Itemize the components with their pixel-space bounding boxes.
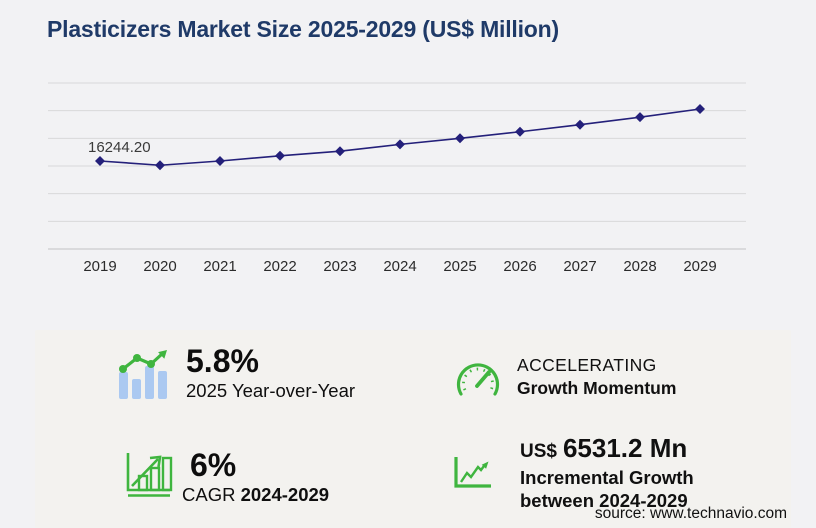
- line-chart-arrow-icon: [454, 457, 491, 488]
- data-point-marker: [695, 103, 705, 114]
- cagr-range: 2024-2029: [240, 484, 330, 505]
- data-point-marker: [635, 112, 645, 123]
- bar-chart-growth-icon: [126, 453, 173, 497]
- incremental-value: 6531.2 Mn: [562, 433, 688, 463]
- data-point-marker: [335, 146, 345, 157]
- x-axis-label: 2024: [383, 258, 416, 275]
- yoy-caption: 2025 Year-over-Year: [186, 380, 356, 401]
- cagr-value: 6%: [190, 447, 237, 483]
- cagr-stat: 6% CAGR 2024-2029: [182, 446, 329, 506]
- momentum-line2: Growth Momentum: [517, 378, 677, 398]
- cagr-caption: CAGR 2024-2029: [182, 484, 329, 506]
- x-axis-label: 2020: [143, 258, 176, 275]
- data-point-marker: [275, 150, 285, 161]
- x-axis-label: 2021: [203, 258, 236, 275]
- incremental-currency: US$: [520, 441, 557, 462]
- source-credit: source: www.technavio.com: [594, 505, 787, 522]
- x-axis-label: 2026: [503, 258, 536, 275]
- x-axis-label: 2025: [443, 258, 476, 275]
- yoy-stat: 5.8% 2025 Year-over-Year: [186, 342, 355, 402]
- page-title: Plasticizers Market Size 2025-2029 (US$ …: [47, 16, 559, 42]
- market-size-line-chart: 2019 2020 2021 2022 2023 2024 2025 2026 2027 2028…: [48, 82, 746, 275]
- incremental-stat: US$ 6531.2 Mn Incremental Growth between…: [520, 433, 694, 512]
- data-point-marker: [95, 155, 105, 166]
- data-point-marker: [455, 133, 465, 144]
- incremental-caption-line2: between 2024-2029: [520, 489, 688, 511]
- x-axis-label: 2027: [563, 258, 596, 275]
- key-stats-panel: 5.8% 2025 Year-over-Year ACCELERATING Gr…: [35, 330, 791, 528]
- data-point-marker: [155, 160, 165, 171]
- yoy-value: 5.8%: [186, 343, 259, 379]
- incremental-caption-line1: Incremental Growth: [520, 467, 694, 488]
- x-axis-label: 2028: [623, 258, 656, 275]
- data-point-marker: [575, 119, 585, 130]
- speedometer-icon: [456, 363, 500, 396]
- market-size-series-line: [99, 108, 701, 167]
- momentum-line1: ACCELERATING: [517, 355, 657, 375]
- x-axis-label: 2029: [683, 258, 716, 275]
- x-axis-label: 2023: [323, 258, 356, 275]
- data-point-marker: [395, 139, 405, 150]
- momentum-stat: ACCELERATING Growth Momentum: [517, 354, 676, 400]
- incremental-value-row: US$ 6531.2 Mn: [520, 433, 694, 467]
- first-point-value-label: 16244.20: [88, 139, 151, 156]
- cagr-label: CAGR: [182, 484, 236, 505]
- data-point-marker: [515, 126, 525, 137]
- bar-chart-trend-icon: [119, 350, 167, 399]
- x-axis-label: 2022: [263, 258, 296, 275]
- x-axis-label: 2019: [83, 258, 116, 275]
- data-point-marker: [215, 156, 225, 167]
